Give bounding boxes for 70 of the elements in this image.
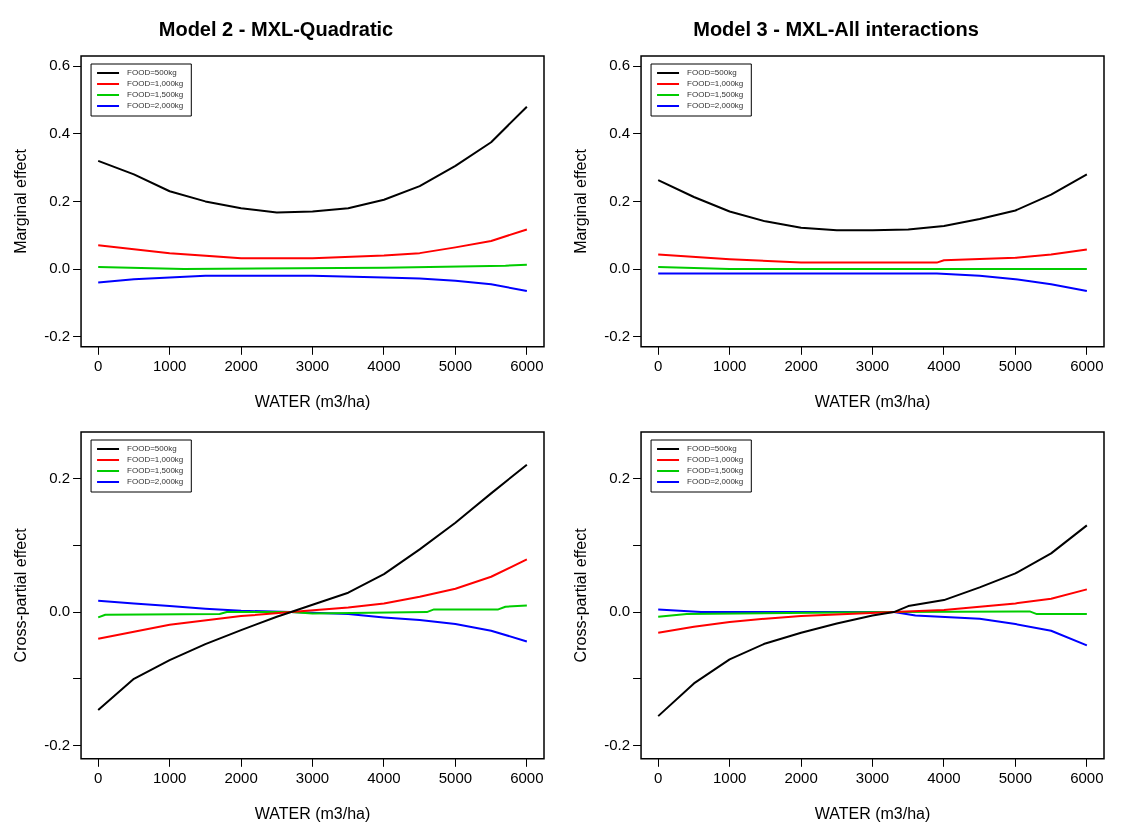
x-tick-label: 0 <box>94 768 103 786</box>
y-axis-title: Cross-partial effect <box>12 527 30 663</box>
x-tick-label: 6000 <box>1070 356 1104 374</box>
legend-label: FOOD=500kg <box>687 444 737 454</box>
x-tick-label: 5000 <box>438 356 473 374</box>
legend-label: FOOD=1,500kg <box>687 466 744 476</box>
x-axis-title: WATER (m3/ha) <box>254 392 371 410</box>
x-tick-label: 2000 <box>784 356 818 374</box>
x-tick-label: 3000 <box>855 768 890 786</box>
x-tick-label: 4000 <box>927 356 961 374</box>
x-tick-label: 4000 <box>927 768 961 786</box>
legend-label: FOOD=1,500kg <box>127 466 184 476</box>
x-tick-label: 3000 <box>295 356 330 374</box>
x-tick-label: 1000 <box>152 356 187 374</box>
x-tick-label: 5000 <box>438 768 473 786</box>
legend-label: FOOD=500kg <box>127 444 177 454</box>
x-tick-label: 1000 <box>152 768 187 786</box>
x-tick-label: 0 <box>654 356 663 374</box>
x-tick-label: 1000 <box>712 356 747 374</box>
x-tick-label: 2000 <box>784 768 818 786</box>
chart-title: Model 3 - MXL-All interactions <box>693 17 979 40</box>
x-tick-label: 4000 <box>367 356 401 374</box>
legend-label: FOOD=1,000kg <box>127 79 184 89</box>
legend-label: FOOD=1,000kg <box>687 455 744 465</box>
y-axis-title: Cross-partial effect <box>572 527 590 663</box>
legend-label: FOOD=1,500kg <box>127 90 184 100</box>
y-tick-label: 0.4 <box>609 123 631 141</box>
legend-label: FOOD=1,000kg <box>127 455 184 465</box>
y-tick-label: 0.6 <box>609 56 631 74</box>
y-tick-label: 0.2 <box>609 468 631 486</box>
y-tick-label: -0.2 <box>604 735 631 753</box>
y-axis-title: Marginal effect <box>572 148 590 254</box>
x-tick-label: 1000 <box>712 768 747 786</box>
y-tick-label: -0.2 <box>44 326 71 344</box>
y-tick-label: 0.2 <box>609 191 631 209</box>
x-tick-label: 6000 <box>510 356 544 374</box>
y-tick-label: 0.0 <box>49 602 71 620</box>
x-tick-label: 5000 <box>998 356 1033 374</box>
legend-label: FOOD=500kg <box>127 68 177 78</box>
legend-label: FOOD=2,000kg <box>127 101 184 111</box>
x-tick-label: 5000 <box>998 768 1033 786</box>
y-tick-label: 0.0 <box>609 602 631 620</box>
legend-label: FOOD=1,000kg <box>687 79 744 89</box>
x-tick-label: 2000 <box>224 356 258 374</box>
y-tick-label: 0.2 <box>49 468 71 486</box>
y-tick-label: 0.4 <box>49 123 71 141</box>
legend-label: FOOD=2,000kg <box>127 477 184 487</box>
legend-label: FOOD=500kg <box>687 68 737 78</box>
y-axis-title: Marginal effect <box>12 148 30 254</box>
y-tick-label: 0.2 <box>49 191 71 209</box>
chart-title: Model 2 - MXL-Quadratic <box>158 17 394 40</box>
x-tick-label: 4000 <box>367 768 401 786</box>
x-tick-label: 3000 <box>295 768 330 786</box>
y-tick-label: 0.0 <box>609 259 631 277</box>
legend-label: FOOD=2,000kg <box>687 477 744 487</box>
legend-label: FOOD=2,000kg <box>687 101 744 111</box>
y-tick-label: -0.2 <box>44 735 71 753</box>
x-tick-label: 0 <box>654 768 663 786</box>
x-tick-label: 0 <box>94 356 103 374</box>
x-tick-label: 3000 <box>855 356 890 374</box>
x-axis-title: WATER (m3/ha) <box>814 392 931 410</box>
x-axis-title: WATER (m3/ha) <box>254 804 371 822</box>
y-tick-label: 0.6 <box>49 56 71 74</box>
x-tick-label: 6000 <box>1070 768 1104 786</box>
x-tick-label: 2000 <box>224 768 258 786</box>
legend-label: FOOD=1,500kg <box>687 90 744 100</box>
x-tick-label: 6000 <box>510 768 544 786</box>
x-axis-title: WATER (m3/ha) <box>814 804 931 822</box>
y-tick-label: -0.2 <box>604 326 631 344</box>
y-tick-label: 0.0 <box>49 259 71 277</box>
